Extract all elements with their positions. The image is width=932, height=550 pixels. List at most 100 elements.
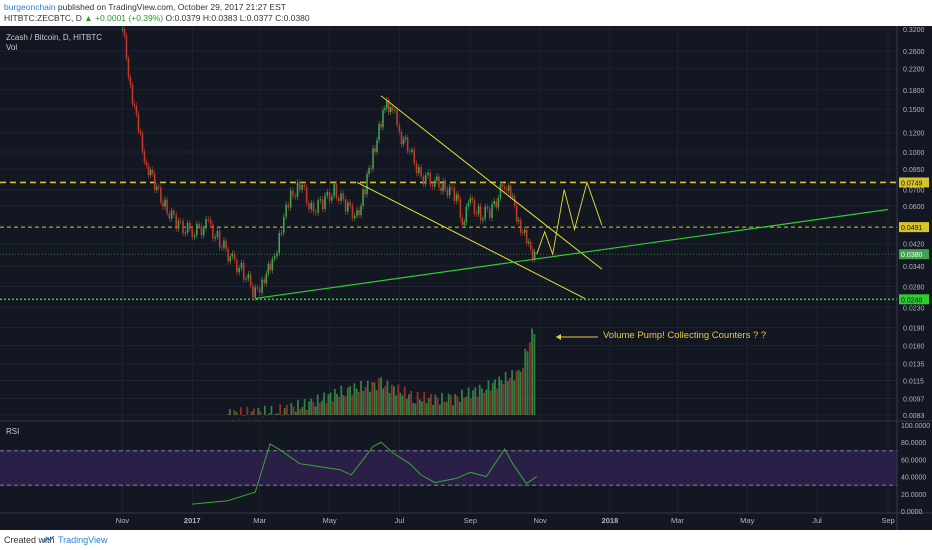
candle-body xyxy=(254,287,256,298)
candle-body xyxy=(387,100,390,113)
volume-bar xyxy=(412,403,415,415)
candle-body xyxy=(292,190,294,196)
volume-bar xyxy=(441,393,443,415)
volume-bar xyxy=(305,409,308,415)
candle-body xyxy=(326,192,329,196)
rsi-tick-label: 20.0000 xyxy=(901,492,926,499)
candle-body xyxy=(360,205,362,215)
candle-body xyxy=(276,253,278,257)
price-tick-label: 0.0700 xyxy=(903,188,925,195)
created-with-label: Created with xyxy=(4,535,55,545)
volume-bar xyxy=(399,392,402,415)
volume-bar xyxy=(509,377,511,415)
candle-body xyxy=(180,220,182,222)
volume-bar xyxy=(445,401,448,415)
candle-body xyxy=(420,167,422,177)
support-trendline[interactable] xyxy=(255,208,889,300)
candle-body xyxy=(402,139,405,145)
volume-bar xyxy=(458,401,461,415)
volume-bar xyxy=(308,401,310,415)
candle-body xyxy=(207,218,210,220)
candle-body xyxy=(184,232,187,234)
volume-bar xyxy=(443,401,446,415)
tradingview-brand-link[interactable]: TradingView xyxy=(58,535,108,545)
candle-body xyxy=(465,206,468,223)
price-tick-label: 0.0420 xyxy=(903,242,925,249)
volume-bar xyxy=(357,391,360,415)
volume-bar xyxy=(483,392,486,415)
ohlc-values: O:0.0379 H:0.0383 L:0.0377 C:0.0380 xyxy=(165,13,310,23)
candle-body xyxy=(135,105,138,115)
volume-bar xyxy=(454,394,457,415)
candle-body xyxy=(448,186,451,196)
volume-bar xyxy=(303,398,306,415)
candle-body xyxy=(471,197,474,200)
candle-body xyxy=(160,187,162,203)
candle-body xyxy=(305,187,308,204)
candle-body xyxy=(333,183,335,197)
volume-bar xyxy=(504,372,507,415)
candle-body xyxy=(129,77,132,85)
publisher-link[interactable]: burgeonchain xyxy=(4,2,56,12)
candle-body xyxy=(495,201,498,208)
volume-bar xyxy=(283,408,286,415)
candle-body xyxy=(408,151,411,152)
candle-body xyxy=(131,84,134,104)
volume-bar xyxy=(239,407,242,415)
volume-bar xyxy=(423,391,426,415)
chart-canvas[interactable]: Nov 2017 Mar May Jul Sep Nov 2018 Mar May Jul Sep 0.… xyxy=(0,25,932,530)
volume-bar xyxy=(517,369,520,415)
candle-body xyxy=(396,109,398,126)
volume-bar xyxy=(461,389,463,415)
volume-bar xyxy=(456,396,459,415)
candle-body xyxy=(162,202,164,207)
candle-body xyxy=(193,235,196,237)
published-text: published on TradingView.com, October 29… xyxy=(57,2,286,12)
candle-body xyxy=(429,172,432,185)
price-tick-label: 0.0190 xyxy=(903,325,925,332)
volume-bar xyxy=(268,413,271,415)
candle-body xyxy=(507,185,510,191)
price-tick-label: 0.3200 xyxy=(903,27,925,34)
lower-trendline[interactable] xyxy=(356,181,585,299)
candle-body xyxy=(200,225,203,236)
candle-body xyxy=(488,208,491,219)
volume-bar xyxy=(384,385,387,415)
volume-bar xyxy=(231,420,233,421)
last-price-tag-label: 0.0380 xyxy=(901,252,923,259)
price-tick-label: 0.0097 xyxy=(903,397,925,404)
candle-body xyxy=(186,222,189,233)
volume-bar xyxy=(447,393,450,415)
candle-body xyxy=(141,133,144,152)
volume-bar xyxy=(235,411,238,415)
candle-body xyxy=(446,189,449,196)
price-tick-label: 0.0340 xyxy=(903,264,925,271)
candle-body xyxy=(523,229,526,233)
volume-bar xyxy=(425,403,428,415)
level-high-tag xyxy=(899,177,929,188)
chart-area[interactable]: Nov 2017 Mar May Jul Sep Nov 2018 Mar May Jul Sep 0.… xyxy=(0,25,932,530)
candle-body xyxy=(459,199,462,219)
candle-body xyxy=(294,195,297,197)
publish-info: burgeonchain published on TradingView.co… xyxy=(4,2,286,12)
candle-body xyxy=(265,273,268,284)
candle-body xyxy=(424,175,427,185)
volume-bar xyxy=(531,328,534,415)
candle-body xyxy=(175,214,178,229)
upper-trendline[interactable] xyxy=(380,95,603,270)
volume-bar xyxy=(513,380,516,415)
volume-bar xyxy=(436,397,439,415)
rsi-tick-label: 60.0000 xyxy=(901,457,926,464)
volume-bar xyxy=(281,415,284,416)
projection-path xyxy=(536,180,603,256)
x-tick-label: May xyxy=(740,516,754,525)
candle-body xyxy=(486,206,489,209)
candle-body xyxy=(451,186,453,188)
volume-bar xyxy=(312,401,315,415)
candle-body xyxy=(147,165,150,176)
volume-bar xyxy=(316,394,319,415)
candle-body xyxy=(155,186,158,190)
candle-body xyxy=(205,218,207,229)
volume-bar xyxy=(314,406,317,415)
candle-body xyxy=(189,222,191,229)
